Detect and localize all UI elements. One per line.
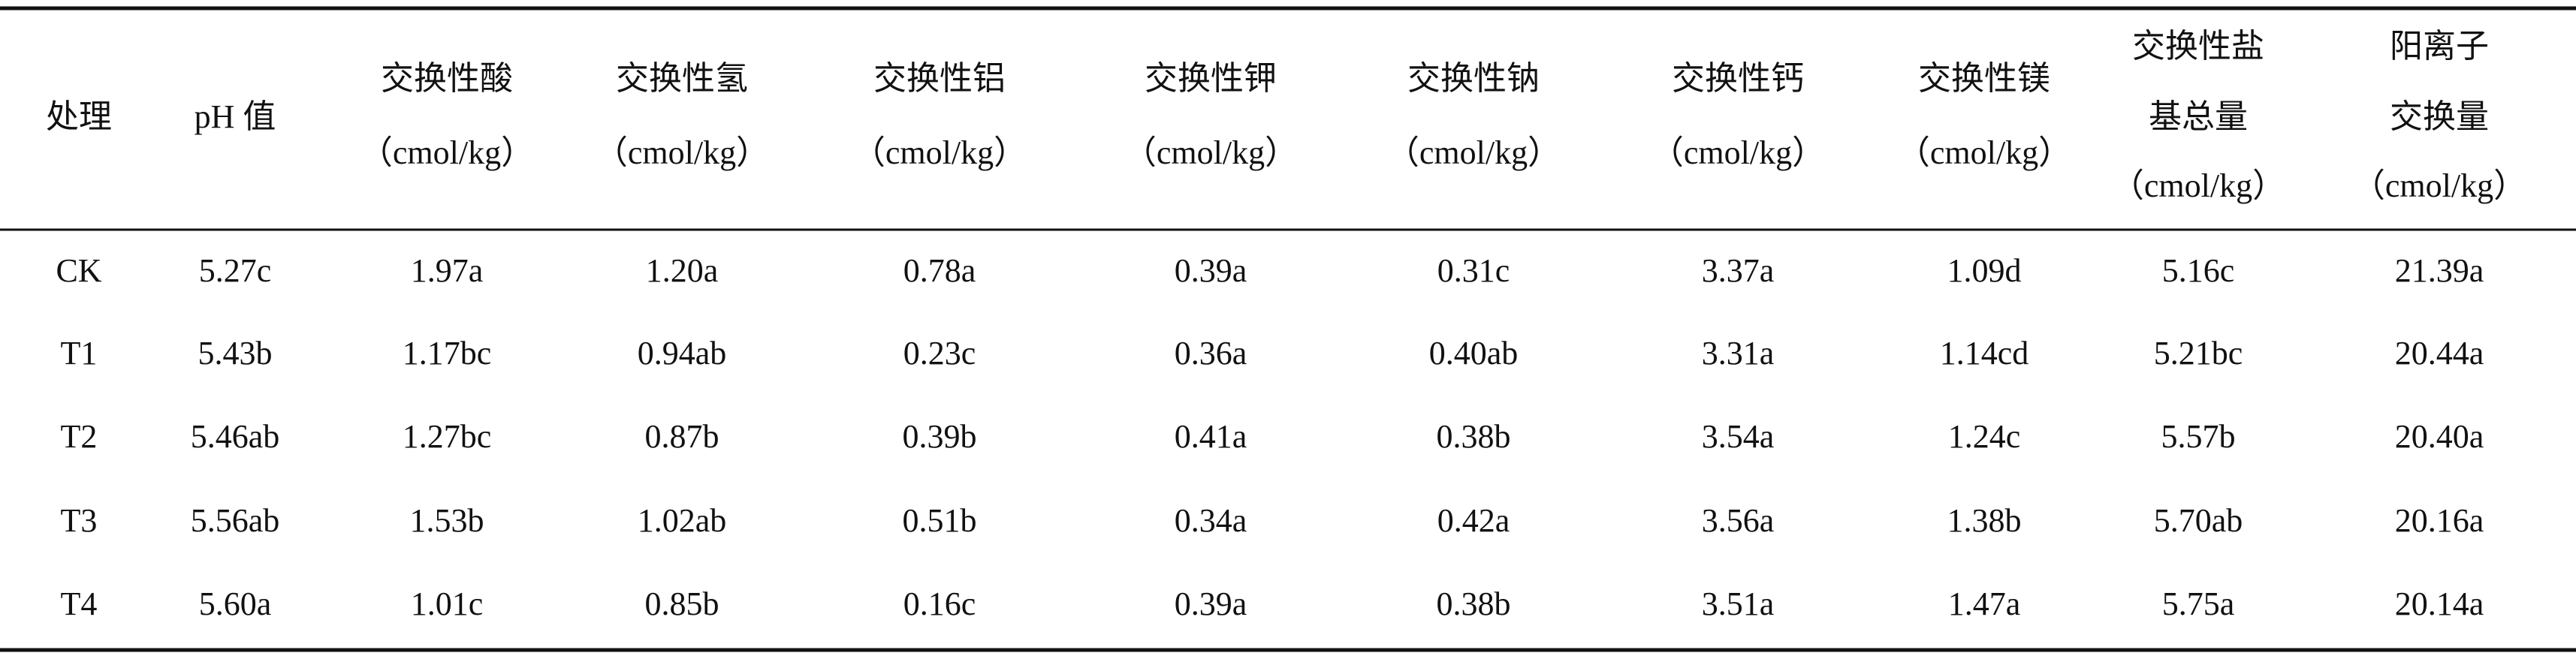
table-cell: 0.34a [1175, 502, 1247, 539]
table-cell: T2 [61, 418, 98, 455]
table-cell: 0.23c [903, 335, 976, 372]
header-cell: 交换量 [2390, 98, 2489, 135]
table-cell: 1.17bc [403, 335, 492, 372]
table-cell: 5.70ab [2154, 502, 2243, 539]
table-cell: 3.51a [1702, 585, 1775, 622]
table-cell: 20.14a [2395, 585, 2484, 622]
header-cell: 交换性钠 [1407, 60, 1540, 97]
table-cell: 5.57b [2161, 418, 2236, 455]
header-cell: 交换性铝 [873, 60, 1006, 97]
table-cell: 20.40a [2395, 418, 2484, 455]
table-cell: 5.21bc [2154, 335, 2243, 372]
table-cell: 0.78a [903, 252, 976, 289]
header-cell: （cmol/kg） [2352, 167, 2526, 204]
header-cell: 阳离子 [2390, 28, 2489, 65]
table-cell: 0.31c [1437, 252, 1510, 289]
table-cell: 20.44a [2395, 335, 2484, 372]
table-cell: 5.27c [199, 252, 272, 289]
header-cell: （cmol/kg） [360, 134, 534, 171]
header-cell: 交换性盐 [2132, 28, 2264, 65]
table-cell: 1.53b [410, 502, 484, 539]
table-cell: 5.46ab [191, 418, 280, 455]
table-cell: 5.75a [2162, 585, 2235, 622]
header-cell: （cmol/kg） [2111, 167, 2285, 204]
table-cell: 1.20a [646, 252, 719, 289]
header-cell: （cmol/kg） [1651, 134, 1825, 171]
table-cell: 1.27bc [403, 418, 492, 455]
table-cell: 1.02ab [638, 502, 727, 539]
table-cell: 0.39a [1175, 585, 1247, 622]
table-cell: 0.16c [903, 585, 976, 622]
table-cell: 1.47a [1948, 585, 2021, 622]
table-cell: 0.40ab [1429, 335, 1519, 372]
header-cell: （cmol/kg） [595, 134, 769, 171]
table-cell: T1 [61, 335, 98, 372]
table-cell: 0.36a [1175, 335, 1247, 372]
header-cell: （cmol/kg） [1386, 134, 1561, 171]
table-cell: 0.87b [645, 418, 719, 455]
table-cell: CK [56, 252, 101, 289]
table-cell: 3.31a [1702, 335, 1775, 372]
header-cell: 交换性酸 [381, 60, 513, 97]
table-cell: 0.38b [1437, 585, 1511, 622]
table-cell: 1.24c [1948, 418, 2021, 455]
table-cell: 1.09d [1947, 252, 2022, 289]
table-cell: 0.39b [903, 418, 977, 455]
table-cell: 0.42a [1437, 502, 1510, 539]
header-cell: 交换性钾 [1145, 60, 1277, 97]
table-cell: 1.97a [411, 252, 484, 289]
table-cell: 0.94ab [638, 335, 727, 372]
table-cell: 3.56a [1702, 502, 1775, 539]
table-cell: 1.01c [411, 585, 484, 622]
table-cell: 3.37a [1702, 252, 1775, 289]
table-cell: 1.38b [1947, 502, 2022, 539]
table-cell: 0.51b [903, 502, 977, 539]
table-cell: 5.16c [2162, 252, 2235, 289]
table-cell: 20.16a [2395, 502, 2484, 539]
table-cell: 5.43b [198, 335, 273, 372]
table-cell: 21.39a [2395, 252, 2484, 289]
table-cell: 3.54a [1702, 418, 1775, 455]
header-cell: 交换性镁 [1918, 60, 2050, 97]
table-cell: T4 [61, 585, 98, 622]
header-cell: 处理 [46, 98, 112, 135]
header-cell: 交换性氢 [616, 60, 748, 97]
table-cell: 0.85b [645, 585, 719, 622]
header-cell: 交换性钙 [1672, 60, 1804, 97]
table-cell: 0.39a [1175, 252, 1247, 289]
header-cell: （cmol/kg） [1897, 134, 2071, 171]
header-cell: （cmol/kg） [1124, 134, 1298, 171]
table-cell: 0.41a [1175, 418, 1247, 455]
table-cell: 5.56ab [191, 502, 280, 539]
header-cell: 基总量 [2149, 98, 2248, 135]
table-cell: 0.38b [1437, 418, 1511, 455]
table-cell: T3 [61, 502, 98, 539]
table-cell: 5.60a [199, 585, 272, 622]
header-cell: （cmol/kg） [852, 134, 1027, 171]
table-cell: 1.14cd [1940, 335, 2029, 372]
header-cell: pH 值 [195, 98, 276, 135]
